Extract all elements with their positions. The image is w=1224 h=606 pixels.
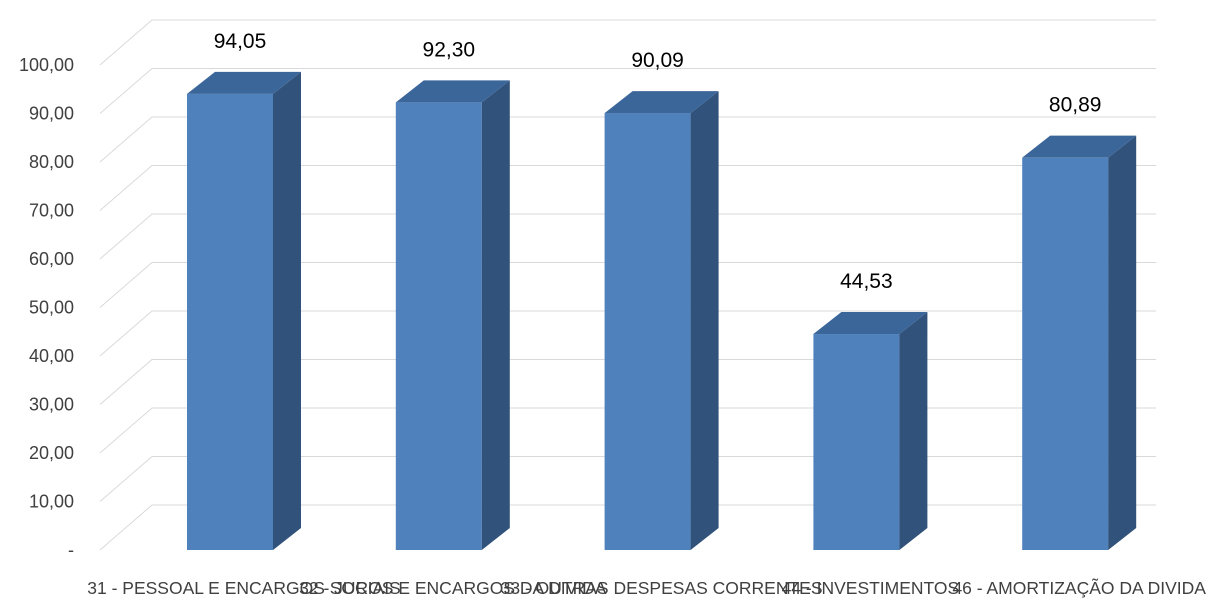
- x-tick-label: 33 - OUTRAS DESPESAS CORRENTES: [501, 578, 823, 598]
- bar-front: [1022, 157, 1109, 550]
- bar-front: [604, 113, 691, 550]
- bar-top: [1022, 135, 1137, 158]
- y-tick-label: 30,00: [29, 395, 74, 415]
- y-tick-label: -: [68, 540, 74, 560]
- gridline: [99, 116, 1156, 163]
- bar: [813, 312, 928, 550]
- bars: [187, 71, 1137, 551]
- bar-top: [395, 80, 510, 103]
- bar: [604, 91, 719, 550]
- gridline: [99, 262, 1156, 308]
- data-label: 44,53: [840, 270, 893, 293]
- bar-front: [187, 93, 273, 551]
- x-tick-label: 31 - PESSOAL E ENCARGOS SOCIAIS: [87, 578, 400, 598]
- gridline: [99, 165, 1156, 211]
- y-tick-label: 70,00: [29, 201, 74, 221]
- bar-side: [690, 91, 719, 550]
- x-tick-label: 44 - INVESTIMENTOS: [782, 578, 960, 598]
- data-labels: 94,05 92,30 90,09 44,53 80,89: [214, 30, 1102, 293]
- bar-front: [813, 334, 900, 550]
- bar-side: [273, 71, 301, 551]
- y-tick-label: 40,00: [29, 346, 74, 366]
- x-tick-label: 32 - JUROS E ENCARGOS DA DIVIDA: [299, 578, 607, 598]
- bar-side: [899, 312, 928, 550]
- bar-top: [813, 312, 928, 335]
- bar: [1022, 135, 1137, 550]
- bar-top: [187, 71, 301, 94]
- y-tick-label: 100,00: [19, 55, 74, 75]
- gridline: [99, 310, 1156, 357]
- bar: [395, 80, 510, 550]
- bar: [187, 71, 301, 551]
- y-tick-label: 60,00: [29, 249, 74, 269]
- data-label: 90,09: [631, 49, 684, 72]
- data-label: 94,05: [214, 30, 267, 53]
- bar-side: [481, 80, 510, 550]
- y-tick-label: 10,00: [29, 492, 74, 512]
- y-axis-ticks: - 10,00 20,00 30,00 40,00 50,00 60,00 70,00 80,0…: [19, 55, 74, 560]
- bar-side: [1108, 135, 1137, 550]
- bar-front: [395, 102, 482, 550]
- gridline: [99, 68, 1156, 114]
- y-tick-label: 90,00: [29, 104, 74, 124]
- gridline: [99, 213, 1156, 260]
- bar-top: [604, 91, 719, 114]
- y-tick-label: 80,00: [29, 152, 74, 172]
- data-label: 80,89: [1049, 94, 1102, 117]
- gridline: [99, 19, 1156, 66]
- y-tick-label: 50,00: [29, 298, 74, 318]
- gridlines: [99, 19, 1156, 551]
- data-label: 92,30: [423, 38, 476, 61]
- y-tick-label: 20,00: [29, 443, 74, 463]
- x-tick-label: 46 - AMORTIZAÇÃO DA DIVIDA: [952, 577, 1206, 598]
